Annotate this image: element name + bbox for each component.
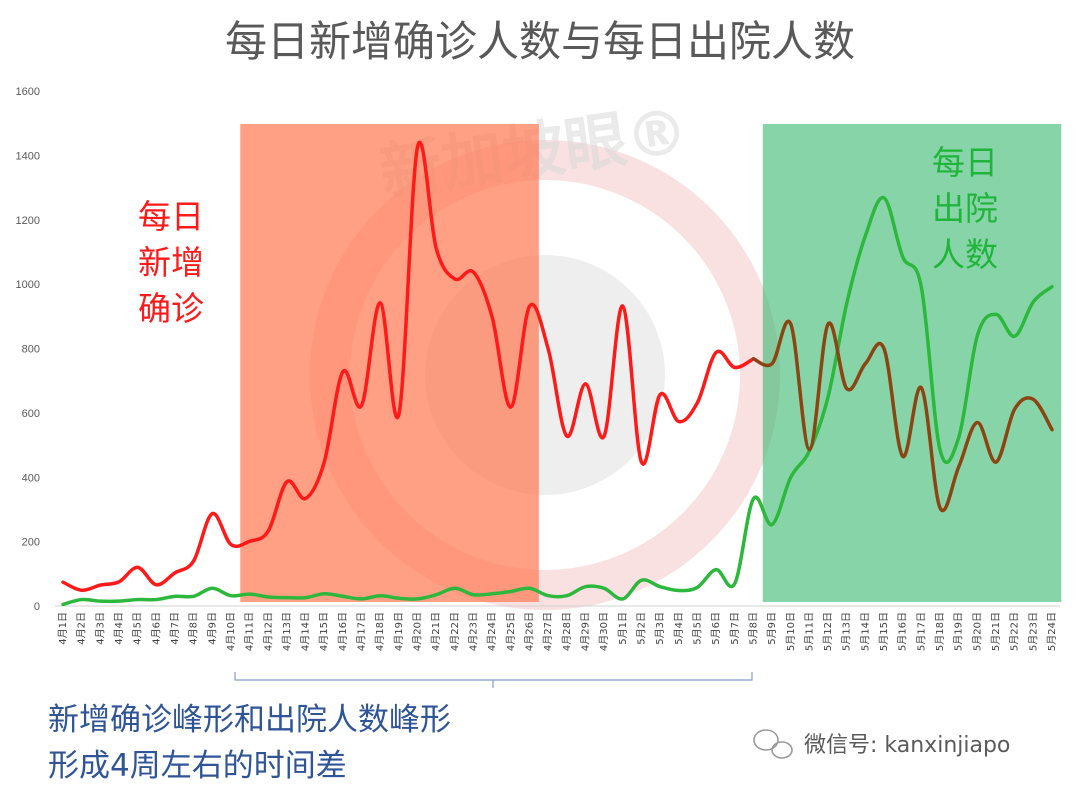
y-tick-label: 200	[22, 537, 40, 549]
y-tick-label: 0	[34, 601, 40, 613]
x-tick-label: 4月28日	[561, 612, 573, 651]
x-tick-label: 4月18日	[374, 612, 386, 651]
x-tick-label: 5月6日	[710, 612, 722, 645]
wechat-icon	[753, 729, 793, 759]
y-tick-label: 800	[22, 344, 40, 356]
x-tick-label: 4月3日	[94, 612, 106, 645]
x-tick-label: 5月8日	[747, 612, 759, 645]
x-tick-label: 4月13日	[281, 612, 293, 651]
x-tick-label: 4月5日	[132, 612, 144, 645]
x-tick-label: 4月10日	[225, 612, 237, 651]
x-tick-label: 5月1日	[617, 612, 629, 645]
confirmed-label-line-3: 确诊	[138, 289, 204, 328]
y-tick-label: 400	[22, 472, 40, 484]
x-tick-label: 4月20日	[412, 612, 424, 651]
x-tick-label: 5月15日	[878, 612, 890, 651]
x-tick-label: 4月16日	[337, 612, 349, 651]
x-tick-label: 5月3日	[654, 612, 666, 645]
discharged-label: 每日 出院 人数	[932, 143, 998, 274]
x-tick-label: 4月1日	[57, 612, 69, 645]
x-tick-label: 4月6日	[150, 612, 162, 645]
x-tick-label: 4月27日	[542, 612, 554, 651]
y-tick-label: 1200	[16, 215, 40, 227]
x-tick-label: 5月7日	[729, 612, 741, 645]
x-tick-label: 5月5日	[691, 612, 703, 645]
x-tick-label: 4月9日	[206, 612, 218, 645]
x-tick-label: 4月23日	[468, 612, 480, 651]
x-tick-label: 5月9日	[766, 612, 778, 645]
shaded-region-2	[762, 124, 1062, 602]
confirmed-line	[61, 141, 756, 592]
x-tick-label: 5月23日	[1027, 612, 1039, 651]
wechat-badge: 微信号: kanxinjiapo	[753, 729, 1010, 759]
x-tick-label: 5月21日	[990, 612, 1002, 651]
x-tick-label: 4月26日	[524, 612, 536, 651]
x-tick-label: 5月17日	[915, 612, 927, 651]
x-tick-label: 5月2日	[635, 612, 647, 645]
x-tick-label: 5月22日	[1009, 612, 1021, 651]
x-tick-label: 4月7日	[169, 612, 181, 645]
series-lines	[61, 141, 1054, 607]
x-tick-label: 5月14日	[859, 612, 871, 651]
wechat-id: 微信号: kanxinjiapo	[804, 733, 1010, 758]
x-tick-label: 4月21日	[430, 612, 442, 651]
x-tick-label: 5月16日	[897, 612, 909, 651]
note-line-1: 新增确诊峰形和出院人数峰形	[48, 702, 451, 738]
x-tick-label: 4月30日	[598, 612, 610, 651]
discharged-label-line-1: 每日	[932, 143, 998, 182]
x-tick-label: 4月29日	[579, 612, 591, 651]
x-tick-label: 4月14日	[300, 612, 312, 651]
discharged-label-line-3: 人数	[932, 235, 998, 274]
time-gap-bracket	[234, 672, 753, 688]
confirmed-label-line-1: 每日	[138, 197, 204, 236]
note-line-2: 形成4周左右的时间差	[48, 748, 347, 784]
x-tick-label: 5月19日	[953, 612, 965, 651]
confirmed-label: 每日 新增 确诊	[138, 197, 204, 328]
confirmed-label-line-2: 新增	[138, 243, 204, 282]
x-tick-label: 4月22日	[449, 612, 461, 651]
x-tick-label: 4月8日	[188, 612, 200, 645]
y-tick-label: 1400	[16, 150, 40, 162]
x-tick-label: 5月18日	[934, 612, 946, 651]
x-tick-label: 5月24日	[1046, 612, 1058, 651]
x-tick-label: 4月24日	[486, 612, 498, 651]
x-tick-label: 5月10日	[785, 612, 797, 651]
x-axis: 4月1日 4月2日 4月3日 4月4日 4月5日 4月6日 4月7日 4月8日 4月9日 4月10…	[55, 605, 1060, 651]
x-tick-label: 4月12日	[262, 612, 274, 651]
x-tick-label: 4月25日	[505, 612, 517, 651]
discharged-label-line-2: 出院	[932, 189, 998, 228]
x-tick-label: 5月13日	[841, 612, 853, 651]
x-tick-label: 4月4日	[113, 612, 125, 645]
x-tick-label: 5月20日	[971, 612, 983, 651]
x-tick-label: 5月11日	[803, 612, 815, 651]
y-axis: 0 200 400 600 800 1000 1200 1400 1600	[16, 86, 40, 613]
x-tick-label: 5月12日	[822, 612, 834, 651]
x-tick-label: 5月4日	[673, 612, 685, 645]
discharged-line	[61, 195, 1054, 607]
x-tick-label: 4月17日	[356, 612, 368, 651]
x-tick-label: 4月15日	[318, 612, 330, 651]
y-tick-label: 1600	[16, 86, 40, 98]
x-tick-label: 4月2日	[76, 612, 88, 645]
x-tick-label: 4月11日	[244, 612, 256, 651]
confirmed-continuation-line	[751, 319, 1054, 513]
x-tick-label: 4月19日	[393, 612, 405, 651]
y-tick-label: 600	[22, 408, 40, 420]
chart-title: 每日新增确诊人数与每日出院人数	[225, 17, 855, 66]
y-tick-label: 1000	[16, 279, 40, 291]
